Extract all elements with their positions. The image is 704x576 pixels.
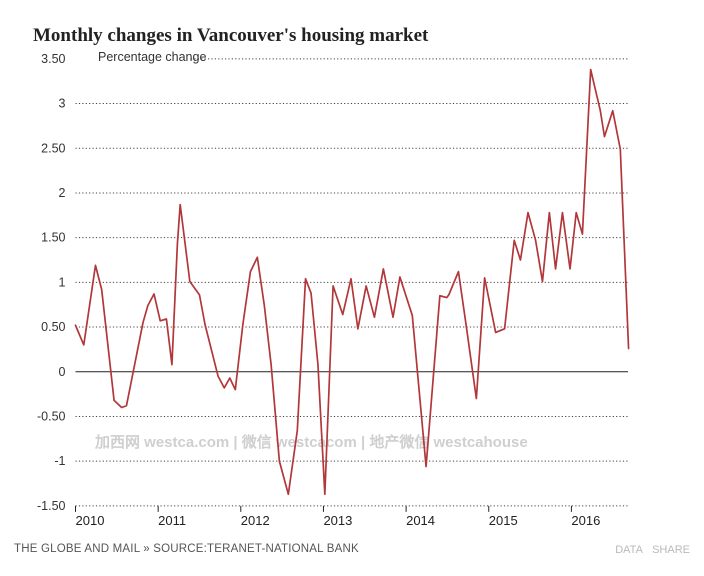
- svg-text:2010: 2010: [76, 513, 105, 528]
- svg-text:2012: 2012: [241, 513, 270, 528]
- svg-text:0: 0: [59, 365, 66, 379]
- svg-text:-0.50: -0.50: [37, 409, 66, 423]
- svg-text:3: 3: [59, 97, 66, 111]
- svg-text:2015: 2015: [489, 513, 518, 528]
- svg-text:1.50: 1.50: [41, 231, 65, 245]
- svg-text:2013: 2013: [323, 513, 352, 528]
- svg-text:2014: 2014: [406, 513, 435, 528]
- svg-text:3.50: 3.50: [41, 52, 65, 66]
- svg-text:1: 1: [59, 275, 66, 289]
- svg-text:2.50: 2.50: [41, 141, 65, 155]
- svg-text:0.50: 0.50: [41, 320, 65, 334]
- svg-text:2: 2: [59, 186, 66, 200]
- svg-text:2011: 2011: [158, 513, 186, 528]
- svg-text:-1: -1: [54, 454, 65, 468]
- svg-text:-1.50: -1.50: [37, 499, 66, 513]
- svg-text:2016: 2016: [571, 513, 600, 528]
